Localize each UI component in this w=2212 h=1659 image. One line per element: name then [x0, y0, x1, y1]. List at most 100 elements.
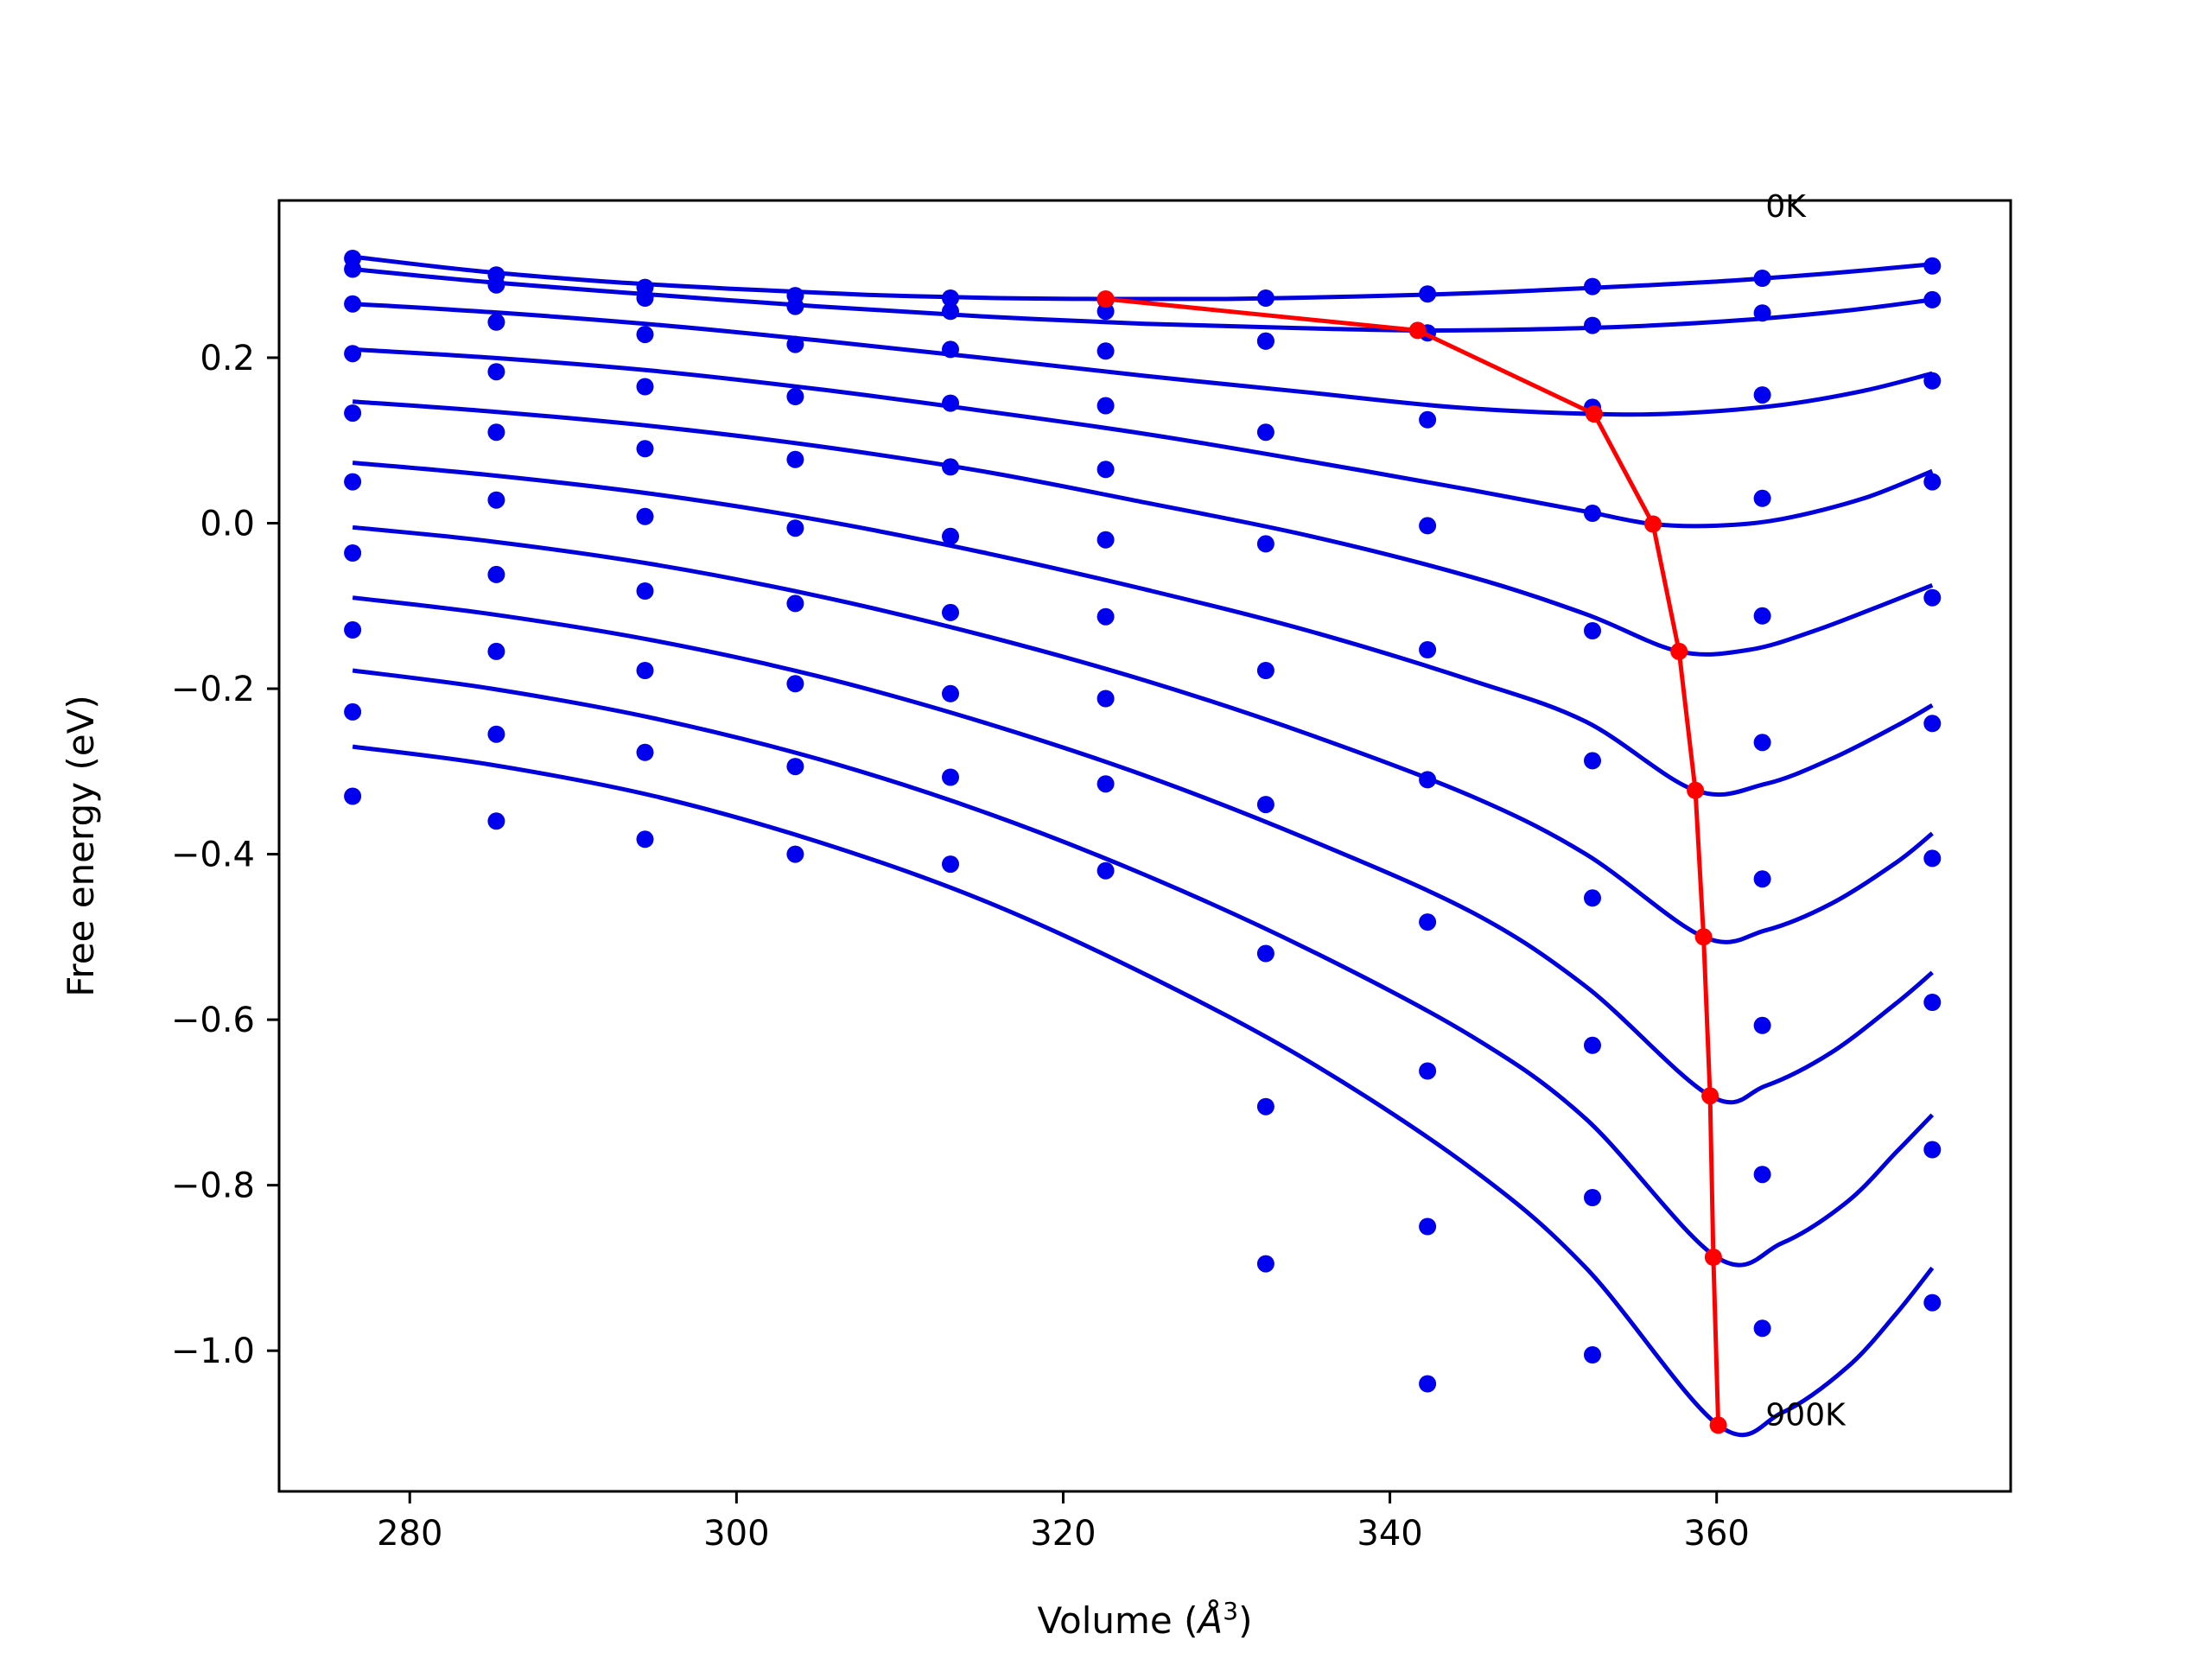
data-point	[1256, 535, 1274, 553]
data-point	[942, 603, 959, 621]
x-axis-label-close: )	[1238, 1599, 1252, 1642]
minimum-point	[1694, 928, 1713, 946]
data-point	[1256, 423, 1274, 442]
plot-area	[344, 250, 1942, 1438]
data-point	[1584, 889, 1601, 907]
data-point	[786, 388, 804, 405]
data-point	[786, 675, 804, 693]
data-point	[1419, 1375, 1437, 1393]
x-tick-label: 280	[377, 1514, 442, 1554]
data-point	[942, 684, 959, 702]
data-point	[942, 289, 959, 307]
data-point	[1584, 1189, 1601, 1206]
data-point	[1584, 505, 1601, 522]
data-point	[636, 440, 654, 458]
minimum-point	[1585, 405, 1603, 423]
data-point	[636, 378, 654, 396]
data-point	[636, 289, 654, 307]
data-point	[1256, 662, 1274, 679]
data-point	[1923, 1294, 1942, 1312]
fit-curve-7	[352, 595, 1934, 1105]
x-axis-label: Volume (Å3)	[1038, 1597, 1253, 1642]
data-point	[1584, 316, 1601, 334]
data-point	[1419, 1062, 1437, 1080]
annotations: 0K 900K	[1765, 189, 1847, 1433]
minimum-point	[1701, 1087, 1719, 1105]
data-point	[636, 743, 654, 761]
x-tick-label: 320	[1030, 1514, 1096, 1554]
data-point	[942, 340, 959, 359]
data-point	[1256, 289, 1274, 307]
y-tick-label: −0.2	[171, 670, 255, 709]
data-point	[1753, 607, 1771, 625]
fit-curve-2	[352, 302, 1933, 417]
data-point	[1584, 752, 1601, 770]
fit-curve-5	[352, 461, 1934, 798]
data-point	[786, 519, 804, 537]
data-point	[1419, 771, 1437, 789]
data-point	[1753, 304, 1771, 322]
data-point	[1923, 1141, 1942, 1159]
data-point	[1923, 849, 1942, 868]
annotation-label: 900K	[1765, 1397, 1847, 1433]
data-point	[344, 473, 362, 491]
minima-line	[1105, 296, 1721, 1426]
x-tick-label: 300	[703, 1514, 769, 1554]
data-point	[487, 642, 505, 660]
data-point	[786, 297, 804, 315]
data-point	[344, 260, 362, 278]
data-point	[1096, 607, 1115, 626]
minimum-point	[1670, 642, 1688, 660]
y-axis-label: Free energy (eV)	[60, 695, 102, 997]
fit-curve-0	[352, 254, 1933, 302]
data-point	[1419, 641, 1437, 658]
data-point	[487, 725, 505, 743]
data-point	[1923, 588, 1942, 607]
data-point	[1584, 622, 1601, 639]
data-point	[786, 450, 804, 468]
minimum-point	[1687, 781, 1705, 799]
data-point	[487, 491, 505, 509]
data-point	[636, 507, 654, 525]
data-point	[1419, 1217, 1437, 1236]
data-point	[344, 345, 362, 363]
data-point	[942, 302, 959, 321]
data-point	[487, 812, 505, 830]
data-point	[344, 787, 362, 805]
data-point	[1256, 944, 1274, 963]
data-point	[942, 855, 959, 874]
data-point	[942, 458, 959, 476]
data-point	[1584, 1036, 1601, 1054]
data-point	[1923, 715, 1942, 733]
data-point	[344, 404, 362, 423]
data-point	[786, 758, 804, 776]
minima-curve	[1096, 290, 1727, 1434]
data-point	[786, 335, 804, 353]
y-tick-label: −0.4	[171, 836, 255, 875]
data-point	[487, 276, 505, 294]
minimum-point	[1096, 290, 1115, 308]
x-axis-label-main: Volume (	[1038, 1599, 1198, 1642]
fit-curve-9	[352, 744, 1935, 1438]
data-point	[1923, 994, 1942, 1011]
y-axis-ticks: 0.2 0.0 −0.2 −0.4 −0.6 −0.8 −1.0	[171, 339, 279, 1371]
data-point	[1096, 461, 1115, 479]
data-point	[1256, 796, 1274, 814]
data-point	[1096, 302, 1115, 321]
minimum-point	[1709, 1416, 1727, 1434]
y-tick-label: −0.6	[171, 1001, 255, 1040]
data-point	[636, 662, 654, 679]
data-point	[1096, 342, 1115, 360]
data-point	[1753, 1016, 1771, 1034]
annotation-label: 0K	[1765, 189, 1807, 225]
data-point	[1923, 473, 1942, 491]
data-point	[1584, 277, 1601, 296]
data-point	[1753, 870, 1771, 888]
y-tick-label: 0.2	[200, 339, 255, 378]
fit-curve-4	[352, 399, 1934, 657]
data-point	[1753, 386, 1771, 404]
x-tick-label: 360	[1684, 1514, 1750, 1554]
fit-curve-6	[352, 524, 1934, 944]
